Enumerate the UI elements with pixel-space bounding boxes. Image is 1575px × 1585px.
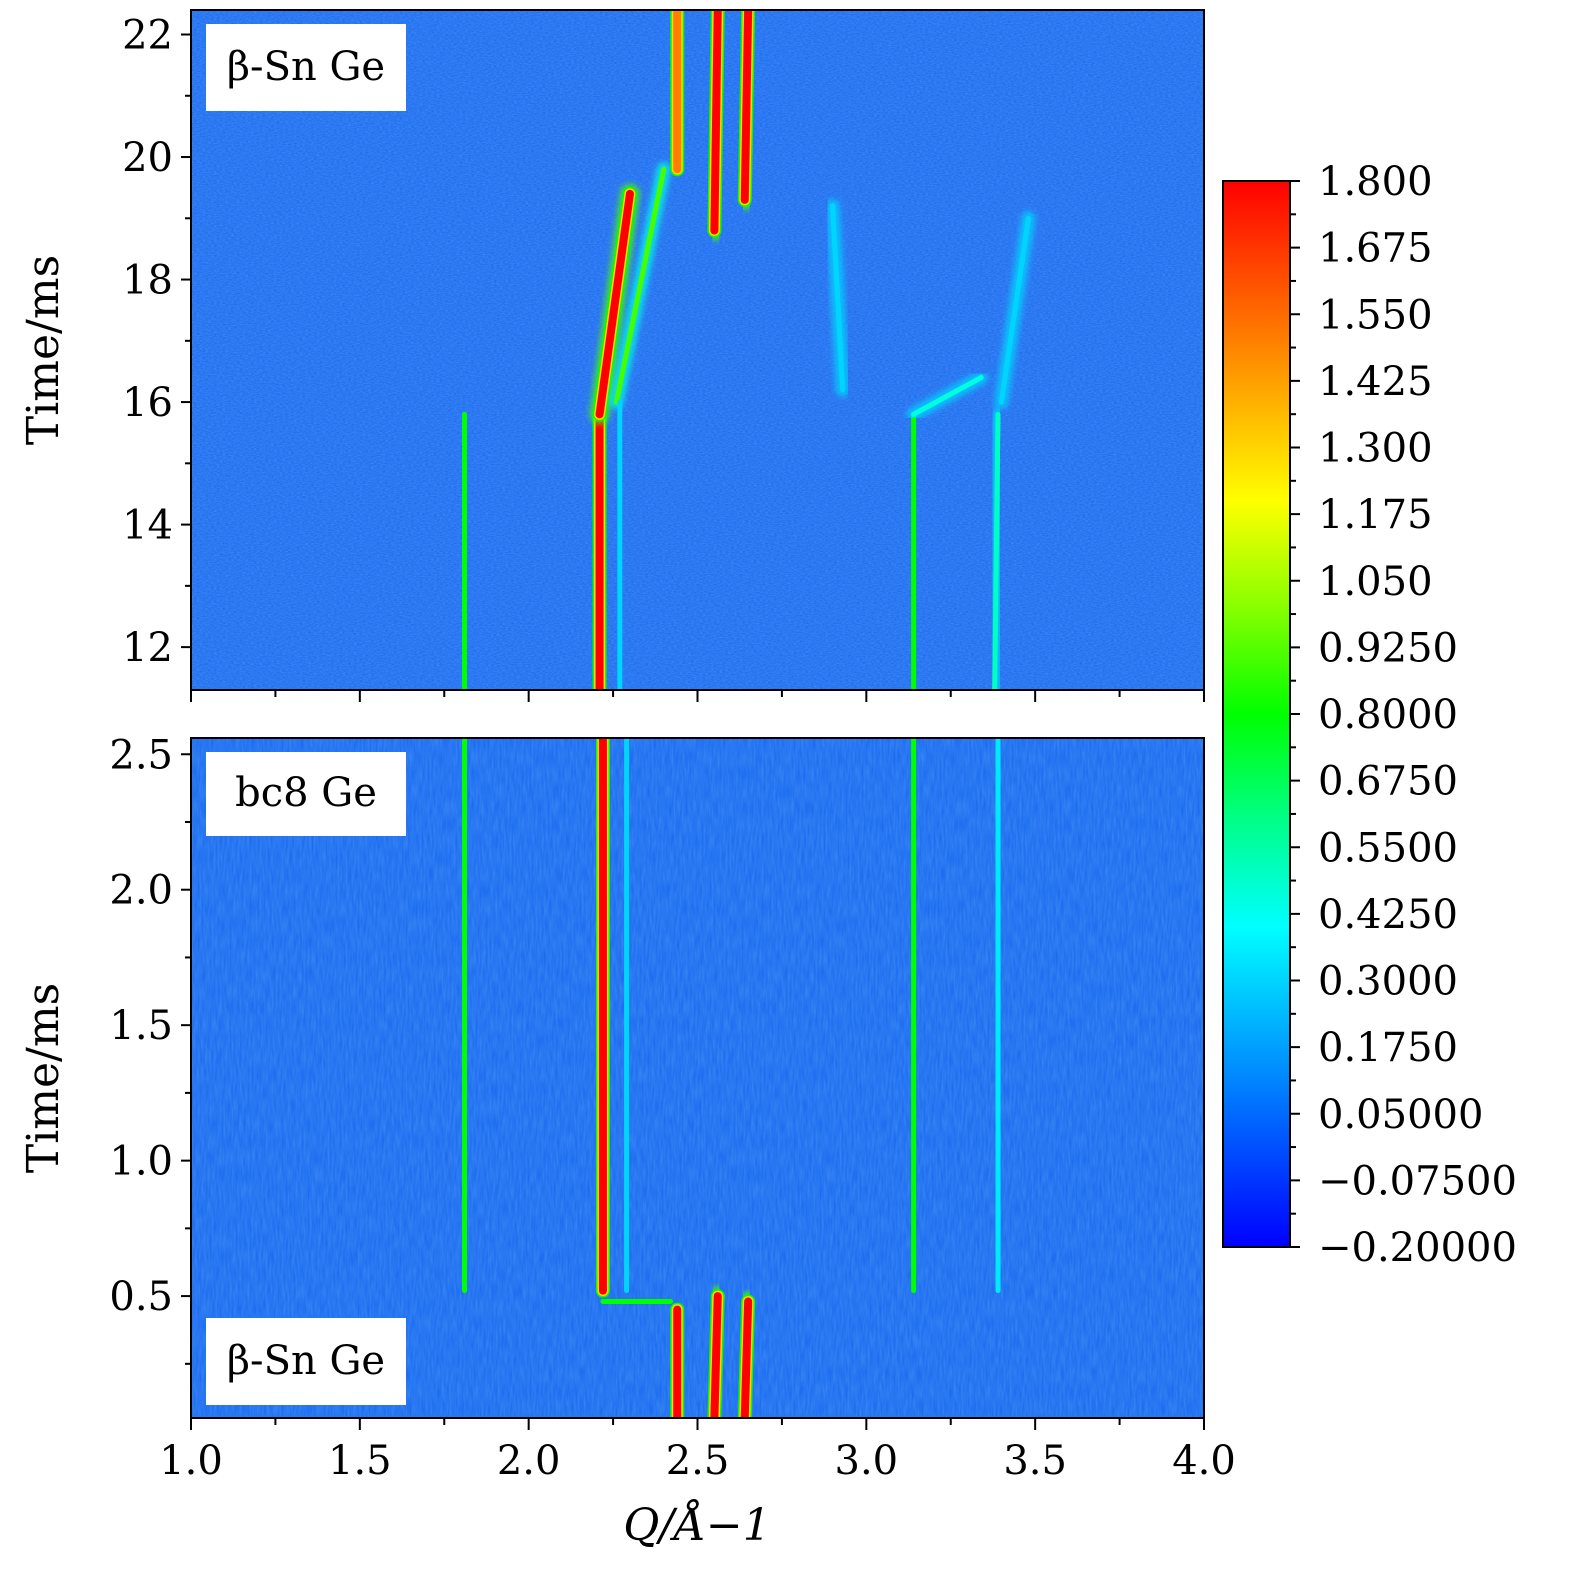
x-axis-title: Q/Å−1 [623,1498,771,1551]
y-tick-label: 14 [122,503,173,549]
colorbar-tick-label: 0.5500 [1318,825,1458,871]
y-tick-label: 1.0 [109,1139,173,1185]
x-axis-ticks-bottom: 1.0 1.5 2.0 2.5 3.0 3.5 4.0 [159,1418,1236,1484]
diffraction-line [710,10,722,235]
colorbar-tick-label: 1.675 [1318,226,1433,272]
annotation-beta-sn-bottom: β-Sn Ge [206,1318,406,1405]
colorbar-ticks: 1.800 1.675 1.550 1.425 1.300 1.175 1.050 0.925… [1290,159,1517,1271]
colorbar-tick-label: 0.1750 [1318,1025,1458,1071]
heatmap-panel-bottom: 0.5 1.0 1.5 2.0 2.5 1.0 1.5 2.0 2.5 3.0 3.5 4.0 Ti… [18,732,1236,1551]
y-tick-label: 22 [122,13,173,59]
y-axis-title-top: Time/ms [18,255,69,445]
diffraction-lines-top [457,10,1036,690]
y-tick-label: 0.5 [109,1274,173,1320]
y-tick-label: 18 [122,258,173,304]
y-tick-label: 12 [122,625,173,671]
colorbar-tick-label: 0.6750 [1318,759,1458,805]
svg-text:bc8 Ge: bc8 Ge [235,770,377,816]
x-tick-label: 4.0 [1172,1438,1236,1484]
y-axis-ticks-bottom: 0.5 1.0 1.5 2.0 2.5 [109,732,191,1365]
y-tick-label: 2.0 [109,868,173,914]
heatmap-panel-top: 12 14 16 18 20 22 Time/ms β-Sn Ge [18,9,1205,702]
y-axis-title-bottom: Time/ms [18,983,69,1173]
colorbar-tick-label: 1.550 [1318,292,1433,338]
svg-text:β-Sn Ge: β-Sn Ge [227,1338,385,1384]
diffraction-line [740,10,753,204]
colorbar-tick-label: 0.9250 [1318,625,1458,671]
colorbar-tick-label: 1.050 [1318,559,1433,605]
diffraction-line [911,375,984,417]
y-tick-label: 2.5 [109,732,173,778]
x-tick-label: 2.5 [666,1438,730,1484]
heatmap-noise-bottom [191,738,1204,1418]
x-tick-label: 1.0 [159,1438,223,1484]
colorbar-tick-label: 1.425 [1318,359,1433,405]
colorbar-tick-label: 0.05000 [1318,1092,1483,1138]
colorbar-gradient [1222,180,1291,1248]
diffraction-line [992,411,1001,690]
y-axis-ticks-top: 12 14 16 18 20 22 [122,13,191,671]
colorbar-tick-label: 1.800 [1318,159,1433,205]
colorbar-tick-label: −0.07500 [1318,1158,1517,1204]
y-tick-label: 16 [122,380,173,426]
annotation-beta-sn-top: β-Sn Ge [206,24,406,111]
x-tick-label: 2.0 [497,1438,561,1484]
svg-text:β-Sn Ge: β-Sn Ge [227,44,385,90]
colorbar-tick-label: 0.3000 [1318,959,1458,1005]
diffraction-line [613,166,667,405]
colorbar-tick-label: 0.4250 [1318,892,1458,938]
annotation-bc8: bc8 Ge [206,752,406,836]
diffraction-line [595,189,634,419]
colorbar-tick-label: −0.20000 [1318,1225,1517,1271]
x-axis-ticks-top [190,690,1205,702]
diffraction-lines-bottom [457,738,1006,1418]
y-tick-label: 20 [122,135,173,181]
y-tick-label: 1.5 [109,1003,173,1049]
x-tick-label: 3.5 [1003,1438,1067,1484]
diffraction-line [740,1297,753,1418]
colorbar-tick-label: 0.8000 [1318,692,1458,738]
heatmap-noise-top [191,10,1204,690]
diffraction-line [710,1292,722,1418]
x-tick-label: 3.0 [835,1438,899,1484]
colorbar: 1.800 1.675 1.550 1.425 1.300 1.175 1.050 0.925… [1222,159,1517,1271]
x-tick-label: 1.5 [328,1438,392,1484]
colorbar-tick-label: 1.175 [1318,492,1433,538]
diffraction-line [998,215,1031,405]
diffraction-line [830,203,846,393]
colorbar-tick-label: 1.300 [1318,426,1433,472]
